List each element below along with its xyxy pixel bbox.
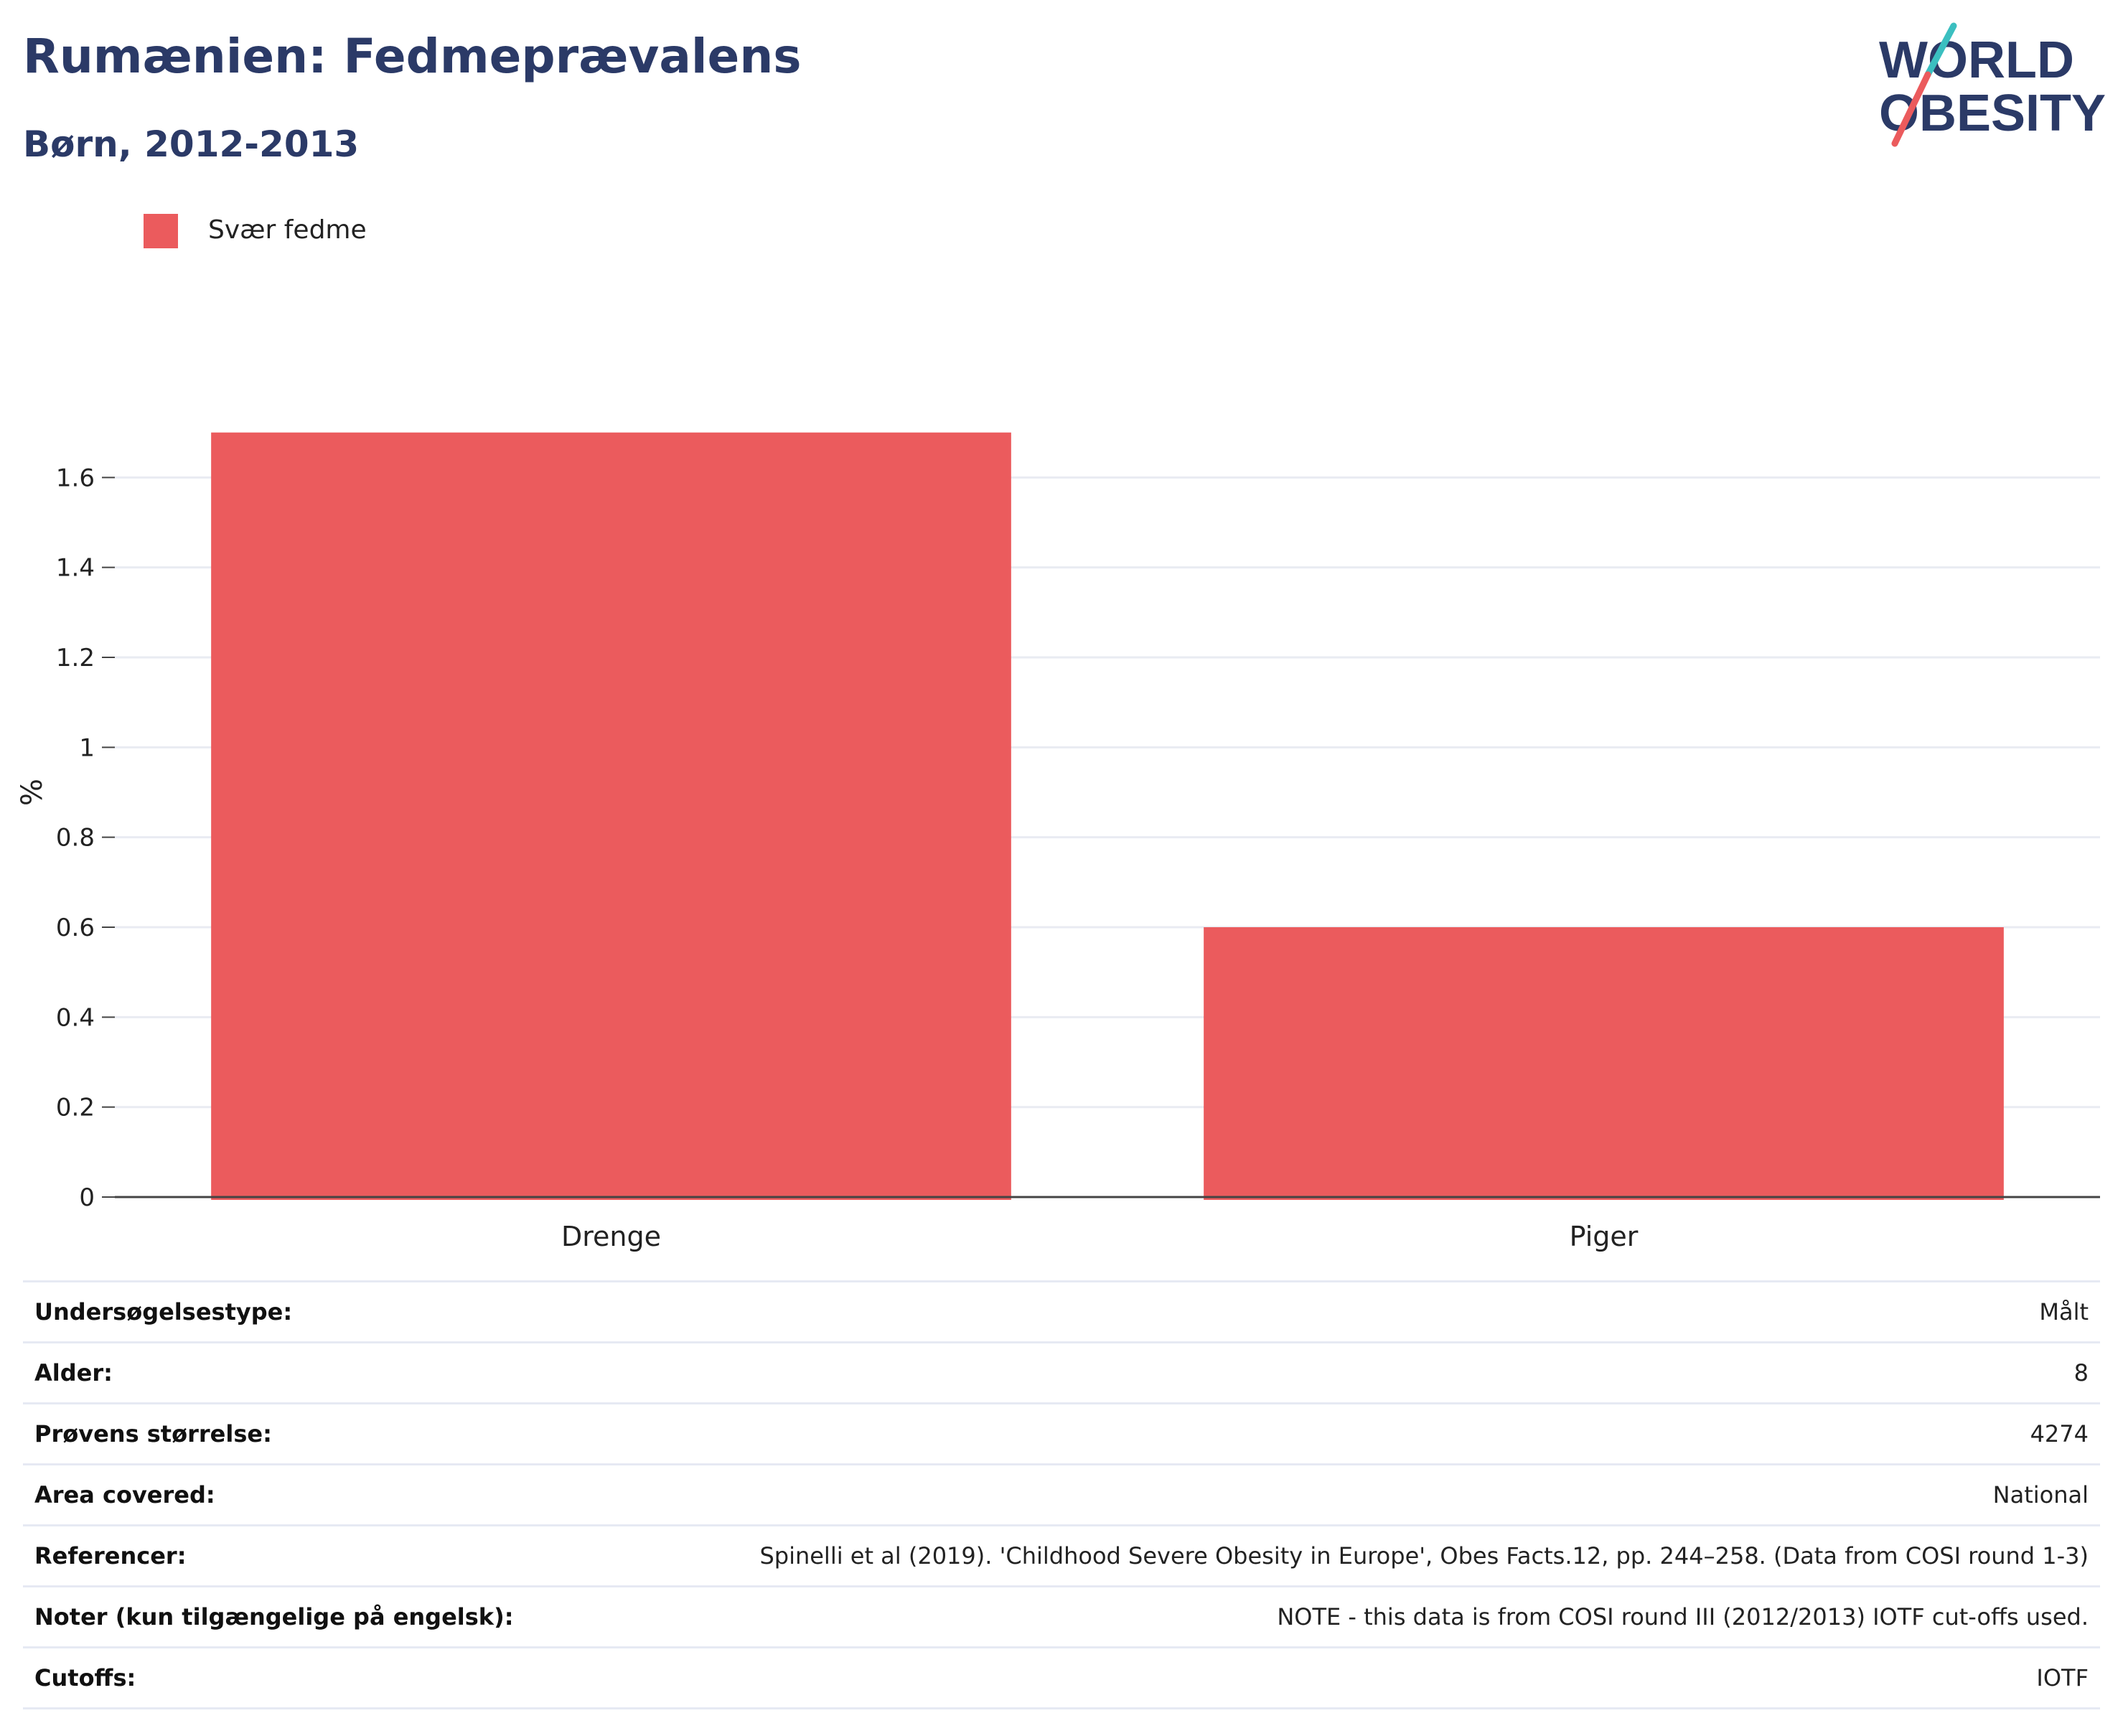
y-tick-label: 1.4 [56,554,95,583]
y-tick-label: 0.8 [56,824,95,853]
y-tick-label: 0.2 [56,1094,95,1122]
info-label: Alder: [34,1359,113,1387]
info-label: Cutoffs: [34,1664,136,1692]
legend-label-svaer-fedme: Svær fedme [208,215,367,245]
x-tick-label: Drenge [561,1221,661,1252]
info-row-age: Alder: 8 [23,1343,2100,1404]
y-tick-label: 0.6 [56,914,95,942]
bar-drenge [211,432,1011,1200]
info-row-references: Referencer: Spinelli et al (2019). 'Chil… [23,1526,2100,1587]
info-value: Målt [2039,1298,2089,1326]
bar-piger [1204,927,2004,1200]
legend-swatch-svaer-fedme [144,214,178,248]
info-value: IOTF [2036,1664,2089,1692]
logo-slash-top [1924,22,1957,78]
info-value: 4274 [2030,1420,2089,1448]
info-label: Area covered: [34,1481,215,1509]
y-axis-label: % [16,779,49,806]
info-value: Spinelli et al (2019). 'Childhood Severe… [759,1542,2089,1570]
info-row-cutoffs: Cutoffs: IOTF [23,1648,2100,1709]
info-row-area-covered: Area covered: National [23,1465,2100,1526]
info-row-survey-type: Undersøgelsestype: Målt [23,1280,2100,1343]
info-value: NOTE - this data is from COSI round III … [1277,1603,2089,1631]
y-tick-label: 1.6 [56,464,95,492]
logo-text-line1: WORLD [1879,32,2074,89]
bar-chart: 0 0.2 0.4 0.6 0.8 1 1.2 1.4 1.6 Drenge Piger% [16,432,2100,1252]
world-obesity-logo: WORLD OBESITY [1866,20,2110,156]
info-label: Referencer: [34,1542,187,1570]
y-tick-label: 1 [79,733,95,762]
info-row-sample-size: Prøvens størrelse: 4274 [23,1404,2100,1465]
info-value: National [1992,1481,2089,1509]
chart-title: Rumænien: Fedmeprævalens [23,29,802,84]
info-value: 8 [2073,1359,2089,1387]
info-label: Undersøgelsestype: [34,1298,293,1326]
logo-slash-bottom [1891,71,1931,147]
y-tick-label: 0 [79,1183,95,1212]
y-tick-label: 1.2 [56,644,95,672]
x-tick-label: Piger [1570,1221,1639,1252]
info-table: Undersøgelsestype: Målt Alder: 8 Prøvens… [23,1280,2100,1709]
info-row-notes: Noter (kun tilgængelige på engelsk): NOT… [23,1587,2100,1648]
y-tick-label: 0.4 [56,1003,95,1032]
info-label: Noter (kun tilgængelige på engelsk): [34,1603,514,1631]
info-label: Prøvens størrelse: [34,1420,272,1448]
chart-subtitle: Børn, 2012-2013 [23,123,360,165]
